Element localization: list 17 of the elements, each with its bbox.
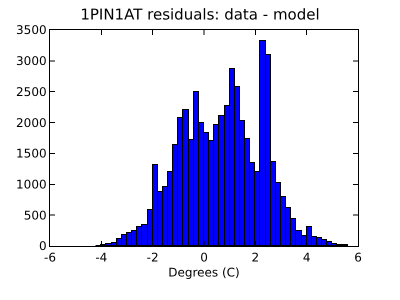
- y-tick-label: 0: [38, 239, 47, 254]
- x-tick-label: 0: [200, 250, 208, 264]
- y-tick-label: 3500: [16, 23, 47, 38]
- x-tick-label: -6: [44, 250, 56, 264]
- x-tick-label: 2: [252, 250, 260, 264]
- y-tick-label: 2000: [16, 116, 47, 130]
- x-tick-label: -4: [95, 250, 108, 264]
- x-axis-title: Degrees (C): [168, 265, 240, 280]
- chart-title: 1PIN1AT residuals: data - model: [80, 6, 320, 24]
- y-tick-label: 1500: [16, 146, 47, 161]
- x-tick-label: 4: [302, 250, 310, 264]
- y-tick-label: 500: [24, 208, 47, 222]
- y-tick-label: 2500: [16, 84, 47, 99]
- y-tick-label: 1000: [16, 177, 47, 192]
- y-tick-label: 3000: [16, 54, 47, 68]
- x-tick-label: 6: [354, 250, 362, 264]
- x-tick-label: -2: [146, 250, 159, 264]
